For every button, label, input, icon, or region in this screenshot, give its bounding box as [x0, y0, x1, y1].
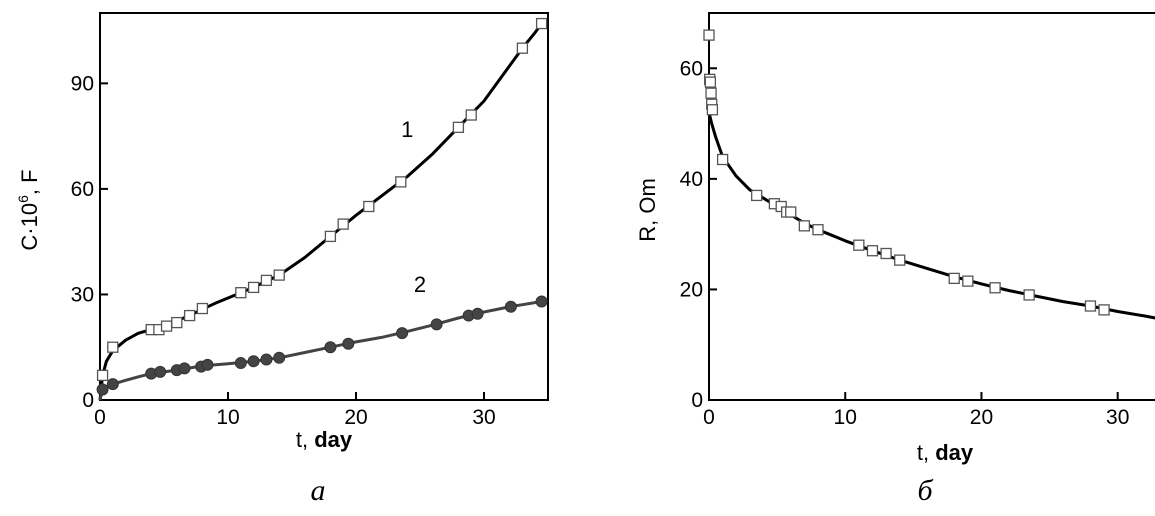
series-1-point	[962, 275, 974, 287]
panel-b: 0 10 20 30 0 20 40 60 t, day R, Om б	[635, 12, 1155, 507]
series-1-point	[853, 239, 865, 251]
series-1-point	[235, 287, 247, 299]
panel-b-plot-frame	[708, 12, 1155, 401]
panel-a-label: а	[311, 474, 326, 507]
panel-b-markers	[703, 29, 1110, 316]
panel-b-label: б	[917, 474, 933, 507]
x-tick-label: 10	[834, 406, 857, 429]
series-1-point	[1084, 300, 1097, 312]
series-1-point	[880, 247, 892, 260]
series-1-point	[247, 281, 260, 294]
series-2-point	[324, 341, 337, 354]
series-1-point	[196, 302, 209, 315]
panel-a: 0 10 20 30 0 30 60 90 1 2 t, day C·106, F а	[15, 12, 549, 507]
series-2-point	[430, 318, 443, 331]
series-2-point	[504, 300, 517, 313]
series-1-point	[516, 42, 529, 54]
panel-a-markers	[96, 17, 548, 396]
panel-a-plot-frame	[99, 12, 549, 401]
series-1-point	[273, 269, 285, 281]
y-tick-label: 40	[680, 168, 703, 191]
panel-a-curves	[98, 22, 543, 401]
series-1-point	[948, 272, 960, 285]
series-1-point	[324, 230, 337, 243]
series-1-point	[703, 29, 715, 41]
series-1-point	[535, 17, 548, 30]
panel-a-series-2-label: 2	[414, 272, 426, 297]
y-tick-label: 60	[680, 57, 703, 80]
series-2-point	[396, 327, 409, 340]
series-1-point	[96, 369, 109, 382]
series-1-point	[705, 87, 717, 99]
series-1-point	[363, 200, 375, 213]
x-tick-label: 30	[472, 406, 495, 429]
series-1-point	[260, 274, 273, 287]
series-1-point	[465, 109, 477, 121]
series-1-point	[171, 316, 183, 329]
x-tick-label: 0	[703, 406, 715, 429]
series-1-point	[337, 218, 349, 230]
series-2-point	[471, 307, 484, 320]
series-2-point	[247, 355, 260, 368]
series-1-point	[894, 254, 906, 266]
panel-a-x-axis-title: t, day	[296, 427, 353, 452]
series-1-point	[751, 189, 763, 202]
series-2-point	[201, 358, 214, 371]
y-tick-label: 0	[82, 389, 94, 412]
series-2-point	[154, 365, 167, 378]
series-1-point	[812, 224, 824, 236]
series-1-point	[798, 220, 811, 232]
y-tick-label: 30	[71, 283, 94, 306]
series-1-point	[704, 76, 717, 88]
series-1-line	[707, 112, 1155, 320]
panel-a-series-1-label: 1	[401, 117, 413, 142]
series-1-point	[107, 341, 119, 353]
series-2-point	[535, 295, 548, 308]
series-1-point	[866, 245, 879, 257]
series-1-point	[716, 153, 729, 166]
panel-b-x-axis-title: t, day	[917, 440, 974, 465]
series-2-point	[342, 337, 355, 350]
series-1-point	[160, 320, 173, 332]
series-1-point	[1098, 304, 1110, 316]
series-1-line	[98, 22, 543, 401]
panel-a-ticks: 0 10 20 30 0 30 60 90	[71, 72, 496, 429]
series-2-point	[106, 378, 119, 391]
series-1-point	[1023, 289, 1035, 301]
panel-b-curves	[707, 112, 1155, 320]
x-tick-label: 10	[216, 406, 239, 429]
x-tick-label: 0	[94, 406, 106, 429]
panel-b-ticks: 0 10 20 30 0 20 40 60	[680, 57, 1130, 429]
y-tick-label: 20	[680, 278, 703, 301]
series-1-point	[452, 121, 465, 133]
series-1-point	[989, 282, 1001, 294]
series-1-point	[395, 176, 407, 188]
y-tick-label: 60	[71, 178, 94, 201]
series-1-point	[706, 104, 719, 116]
x-tick-label: 20	[344, 406, 367, 429]
series-2-point	[273, 351, 286, 364]
y-tick-label: 90	[71, 72, 94, 95]
y-tick-label: 0	[691, 389, 703, 412]
x-tick-label: 20	[970, 406, 993, 429]
x-tick-label: 30	[1106, 406, 1129, 429]
series-2-point	[178, 362, 191, 375]
series-1-point	[183, 309, 196, 322]
panel-a-y-axis-title: C·106, F	[15, 169, 42, 250]
series-1-point	[785, 206, 797, 218]
series-2-point	[234, 357, 247, 370]
panel-b-y-axis-title: R, Om	[635, 178, 660, 242]
series-2-point	[260, 353, 273, 366]
series-2-point	[96, 383, 109, 396]
